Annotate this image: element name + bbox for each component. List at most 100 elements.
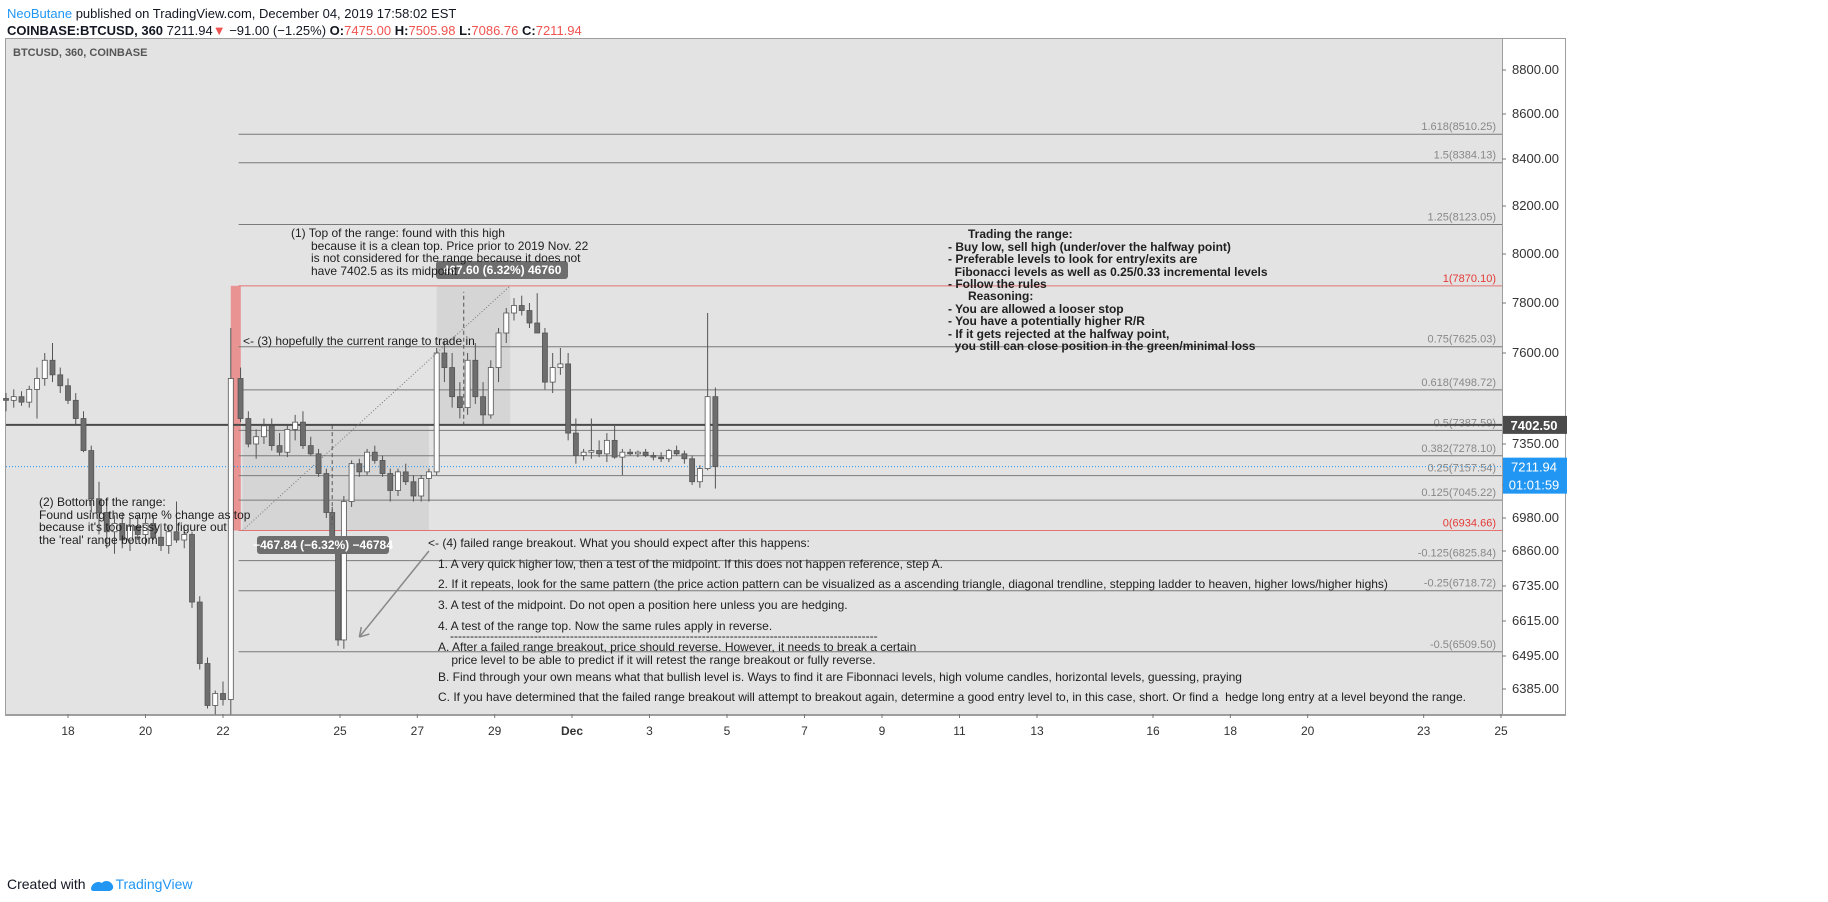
candle-body bbox=[253, 436, 260, 445]
candle-body bbox=[284, 429, 291, 453]
x-tick-label: 20 bbox=[1301, 724, 1315, 738]
candle-body bbox=[307, 445, 314, 455]
candle-body bbox=[410, 481, 417, 497]
candle-body bbox=[619, 451, 626, 458]
candle-body bbox=[134, 525, 141, 535]
tradingview-link[interactable]: TradingView bbox=[115, 876, 193, 892]
candle-body bbox=[111, 523, 118, 533]
candle-body bbox=[158, 536, 164, 546]
y-tick-label: 8200.00 bbox=[1512, 198, 1559, 213]
candle-body bbox=[426, 471, 432, 479]
fib-level-label: 0(6934.66) bbox=[1443, 517, 1496, 529]
candle-body bbox=[300, 421, 306, 447]
candle-body bbox=[572, 432, 579, 456]
y-tick-label: 8800.00 bbox=[1512, 62, 1559, 77]
candle-body bbox=[689, 458, 696, 483]
open-label: O: bbox=[329, 23, 345, 38]
candle-body bbox=[142, 523, 149, 535]
candle-body bbox=[268, 425, 275, 447]
candle-body bbox=[511, 305, 517, 314]
y-tick-label: 6385.00 bbox=[1512, 681, 1559, 696]
candle-body bbox=[88, 450, 95, 500]
candle-body bbox=[34, 378, 40, 390]
candle-body bbox=[276, 445, 283, 453]
candle-body bbox=[65, 385, 71, 401]
candle-body bbox=[323, 473, 330, 513]
down-arrow-icon: ▼ bbox=[212, 23, 226, 38]
y-tick-label: 6980.00 bbox=[1512, 510, 1559, 525]
measure-up-label: 467.60 (6.32%) 46760 bbox=[443, 263, 562, 277]
last-price-tag bbox=[1503, 457, 1567, 494]
range-diagonal-line bbox=[242, 285, 511, 531]
y-tick-label: 6735.00 bbox=[1512, 578, 1559, 593]
candle-body bbox=[103, 512, 110, 533]
x-tick-label: 3 bbox=[646, 724, 653, 738]
candle-body bbox=[673, 450, 680, 455]
y-tick-label: 8600.00 bbox=[1512, 106, 1559, 121]
candle-body bbox=[534, 322, 541, 334]
symbol-label: COINBASE:BTCUSD, 360 bbox=[7, 23, 164, 38]
x-tick-label: 18 bbox=[1224, 724, 1238, 738]
candle-body bbox=[196, 601, 203, 664]
measure-down-label-bg bbox=[257, 536, 389, 554]
annotation-text: ----------------------------------------… bbox=[450, 629, 878, 643]
candle-body bbox=[495, 332, 502, 368]
candle-body bbox=[650, 455, 657, 458]
last-price-value: 7211.94 bbox=[166, 23, 213, 38]
candle-body bbox=[549, 367, 556, 383]
midpoint-price-label: 7402.50 bbox=[1511, 418, 1558, 433]
y-tick-label: 6860.00 bbox=[1512, 543, 1559, 558]
x-tick-label: 27 bbox=[411, 724, 425, 738]
annotation-text: Trading the range: - Buy low, sell high … bbox=[948, 227, 1268, 291]
candle-body bbox=[212, 693, 219, 706]
annotation-text: A. After a failed range breakout, price … bbox=[438, 640, 917, 667]
candle-body bbox=[335, 545, 341, 641]
candle-body bbox=[49, 359, 56, 376]
candle-body bbox=[57, 374, 64, 387]
candle-body bbox=[150, 523, 157, 538]
countdown-label: 01:01:59 bbox=[1509, 478, 1560, 493]
fib-level-label: 0.382(7278.10) bbox=[1421, 443, 1496, 455]
candle-body bbox=[340, 501, 347, 641]
annotation-text: C. If you have determined that the faile… bbox=[438, 690, 1466, 704]
y-tick-label: 8000.00 bbox=[1512, 246, 1559, 261]
candle-body bbox=[542, 332, 548, 383]
close-label: C: bbox=[522, 23, 536, 38]
fib-level-label: 0.618(7498.72) bbox=[1421, 377, 1496, 389]
candle-body bbox=[237, 378, 244, 419]
y-tick-label: 7600.00 bbox=[1512, 345, 1559, 360]
created-with-text: Created with bbox=[7, 876, 86, 892]
candle-body bbox=[26, 388, 33, 403]
annotation-text: 1. A very quick higher low, then a test … bbox=[438, 557, 943, 571]
candle-body bbox=[472, 359, 479, 398]
candle-body bbox=[480, 396, 486, 416]
author-link[interactable]: NeoButane bbox=[7, 6, 73, 21]
candle-body bbox=[503, 312, 510, 334]
measure-up-label-bg bbox=[436, 261, 568, 279]
candle-body bbox=[665, 450, 672, 460]
x-tick-label: 23 bbox=[1417, 724, 1431, 738]
candle-body bbox=[245, 418, 252, 445]
candle-body bbox=[565, 363, 572, 434]
candle-body bbox=[611, 439, 618, 458]
y-tick-label: 6615.00 bbox=[1512, 613, 1559, 628]
candle-body bbox=[603, 439, 610, 455]
x-tick-label: 20 bbox=[139, 724, 153, 738]
tradingview-logo-icon bbox=[91, 881, 114, 892]
candle-body bbox=[10, 396, 17, 401]
fib-level-label: 1.5(8384.13) bbox=[1434, 150, 1496, 162]
plot-area[interactable] bbox=[6, 39, 1502, 714]
candle-body bbox=[371, 451, 378, 461]
candle-body bbox=[387, 473, 394, 491]
candle-body bbox=[72, 399, 79, 419]
candle-body bbox=[127, 525, 133, 541]
candle-body bbox=[456, 396, 463, 408]
fib-level-label: -0.125(6825.84) bbox=[1418, 548, 1496, 560]
candle-body bbox=[433, 352, 440, 473]
candle-body bbox=[464, 359, 471, 408]
open-value: 7475.00 bbox=[344, 23, 392, 38]
annotation-text: 3. A test of the midpoint. Do not open a… bbox=[438, 598, 848, 612]
candle-body bbox=[227, 378, 234, 700]
x-tick-label: 25 bbox=[333, 724, 347, 738]
